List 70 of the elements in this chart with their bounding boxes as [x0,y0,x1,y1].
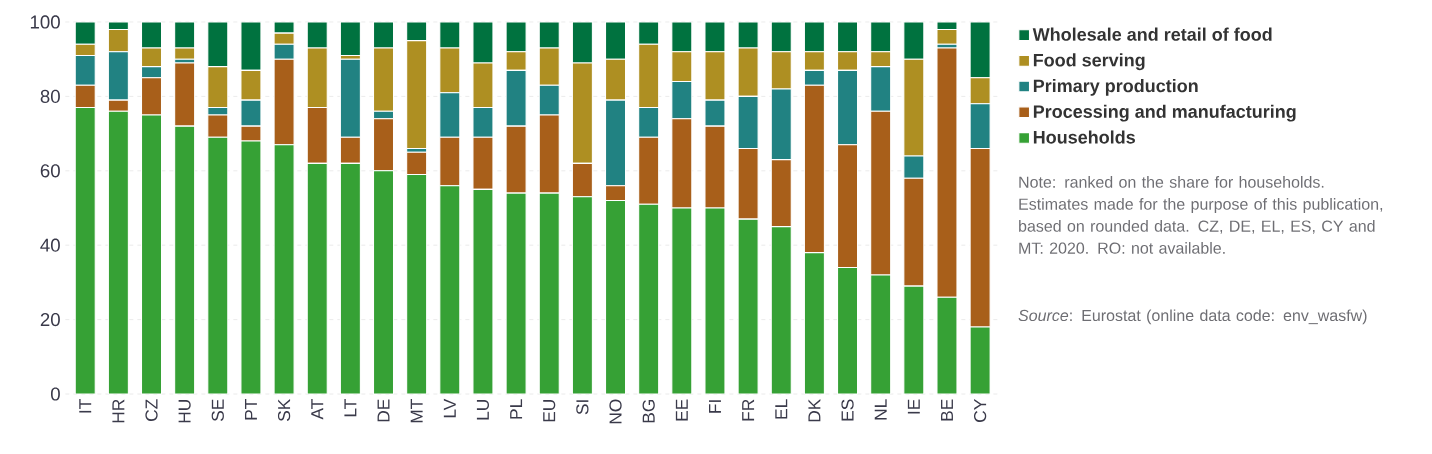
bar [804,252,825,394]
x-tick-label: CZ [145,399,158,421]
bar [141,115,162,394]
bar [870,274,891,394]
bar [936,28,958,45]
bar [274,144,295,394]
bar [837,267,858,394]
bar [638,204,659,394]
y-tick-label: 100 [30,15,60,29]
x-tick-label: LU [476,400,489,420]
x-tick-label: AT [311,399,324,420]
x-tick-label: DK [808,398,821,422]
x-tick-label: PL [510,399,523,419]
x-tick-label: SI [576,400,589,415]
bar [572,196,593,394]
bar [406,151,428,176]
x-tick-label: BG [642,400,655,423]
bar [108,111,129,394]
x-tick-label: EL [775,399,788,419]
bar [174,47,196,60]
y-tick-label: 20 [40,312,60,327]
x-tick-label: HR [112,399,125,423]
legend-label: Households [1033,130,1135,144]
bar [207,137,228,394]
bar [439,185,460,394]
x-tick-label: EE [675,399,688,421]
x-tick-label: FR [742,399,755,421]
legend-label: Processing and manufacturing [1033,104,1296,122]
y-tick-label: 80 [40,89,60,104]
x-tick-label: LV [443,398,456,418]
x-tick-label: LT [344,399,357,417]
bar [373,170,394,394]
x-tick-label: HU [178,400,191,423]
legend-label: Wholesale and retail of food [1032,27,1272,41]
y-tick-label: 0 [50,387,60,401]
x-tick-label: EU [543,400,556,422]
x-tick-label: DE [377,399,390,422]
x-tick-label: MT [410,399,423,423]
y-tick-label: 40 [40,238,60,252]
legend-label: Primary production [1033,79,1198,96]
bar [207,22,229,68]
bar [339,22,361,57]
bar [75,107,96,394]
x-tick-label: NL [874,399,887,420]
x-tick-label: IE [907,399,920,414]
bar [771,226,792,394]
x-tick-label: PT [244,399,257,420]
bar [539,193,560,394]
bar [605,200,626,394]
bar [406,174,427,394]
x-tick-label: SE [211,399,224,422]
legend-label: Food serving [1033,53,1145,71]
x-tick-label: SK [277,398,291,422]
x-tick-label: CY [973,399,987,422]
y-tick-label: 60 [40,164,60,178]
bar [174,126,195,394]
x-tick-label: NO [609,399,622,424]
bar [604,22,627,60]
bar [671,208,692,394]
x-tick-label: ES [841,399,854,421]
x-tick-label: FI [709,400,721,413]
bar [307,163,328,394]
x-tick-label: IT [79,399,92,413]
bar [571,22,593,64]
bar [340,163,361,394]
bar [903,286,924,394]
x-tick-label: BE [941,399,953,421]
text: Note: ranked on the share for households. Estimates made for the purpose of this publication, based on rounded data. CZ, DE, EL, ES, CY and MT: 2020. RO: not available. [1019,176,1383,254]
text: Source: Eurostat (online data code: env_wasfw) [1018,309,1367,325]
bar [903,22,925,60]
